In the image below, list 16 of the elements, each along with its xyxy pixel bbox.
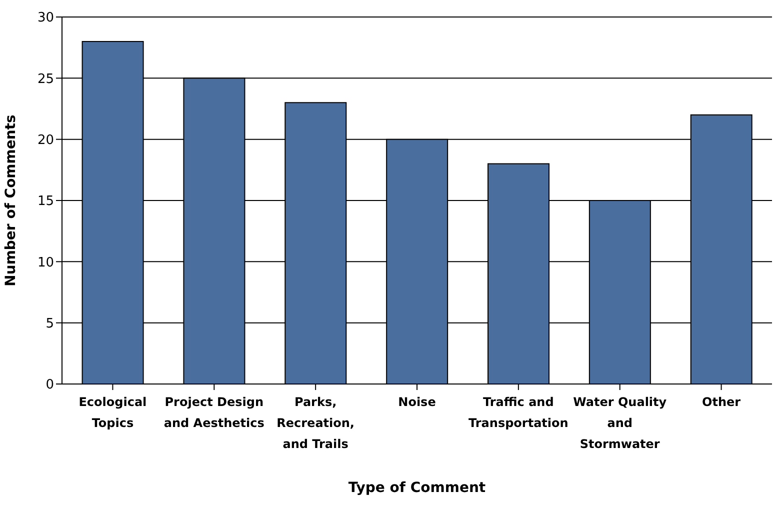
x-axis-title: Type of Comment xyxy=(348,480,486,496)
y-tick-label: 5 xyxy=(46,316,54,332)
x-tick-label: Project Design and Aesthetics xyxy=(164,395,264,430)
y-tick-label: 25 xyxy=(37,72,54,87)
x-tick-label: Traffic and Transportation xyxy=(468,395,568,430)
x-tick-label: Noise xyxy=(398,395,436,409)
y-axis-title: Number of Comments xyxy=(2,114,19,286)
y-tick-label: 0 xyxy=(46,378,54,393)
x-tick-label: Ecological Topics xyxy=(78,395,147,430)
y-tick-label: 10 xyxy=(37,255,54,270)
y-tick-label: 15 xyxy=(37,194,54,210)
x-tick-label: Other xyxy=(702,395,741,409)
x-tick-label: Parks, Recreation, and Trails xyxy=(276,395,354,451)
y-tick-label: 30 xyxy=(37,10,54,26)
x-tick-label: Water Quality and Stormwater xyxy=(573,395,667,451)
y-tick-label: 20 xyxy=(37,132,54,148)
